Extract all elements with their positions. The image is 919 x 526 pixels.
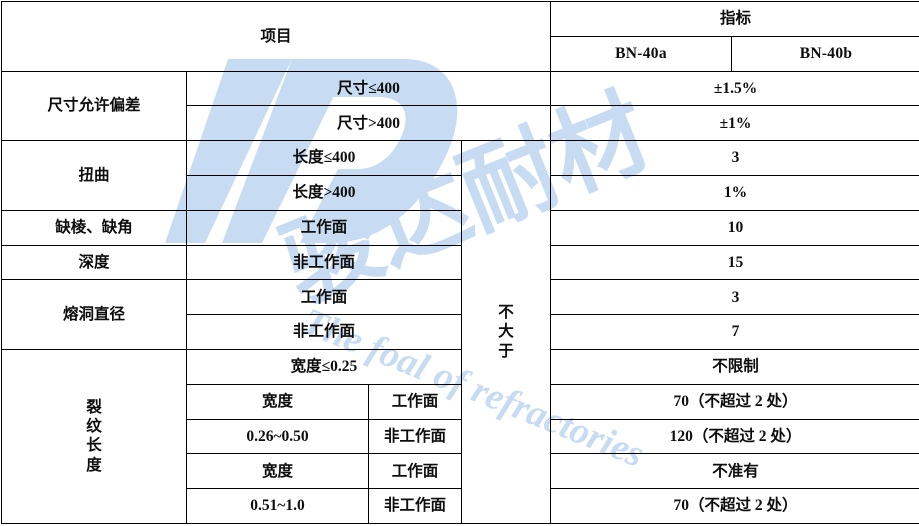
value-melt-hole-nonworking: 7	[551, 315, 919, 350]
face-crack-g1-nonworking: 非工作面	[369, 419, 462, 454]
header-model-bn40b: BN-40b	[732, 36, 919, 71]
table-header-row-1: 项目 指标	[2, 2, 919, 37]
header-model-bn40a: BN-40a	[551, 36, 732, 71]
label-chipped-edge: 缺棱、缺角	[2, 210, 187, 245]
label-twist: 扭曲	[2, 141, 187, 211]
cond-dimension-le-400: 尺寸≤400	[187, 71, 551, 106]
limit-char-2: 大	[464, 322, 548, 341]
crack-char-4: 度	[4, 456, 184, 475]
cond-melt-hole-working: 工作面	[187, 280, 462, 315]
cond-depth: 非工作面	[187, 245, 462, 280]
row-chipped-edge: 缺棱、缺角 工作面 10	[2, 210, 919, 245]
label-not-greater-than: 不 大 于	[462, 141, 551, 524]
crack-char-2: 纹	[4, 417, 184, 436]
value-chipped-edge: 10	[551, 210, 919, 245]
row-melt-hole-1: 熔洞直径 工作面 3	[2, 280, 919, 315]
cond-twist-le-400: 长度≤400	[187, 141, 462, 176]
header-index-column: 指标	[551, 2, 919, 37]
header-item-column: 项目	[2, 2, 551, 72]
face-crack-g1-working: 工作面	[369, 384, 462, 419]
value-melt-hole-working: 3	[551, 280, 919, 315]
value-twist-le-400: 3	[551, 141, 919, 176]
label-crack-length: 裂 纹 长 度	[2, 349, 187, 523]
value-crack-g1-nonworking: 120（不超过 2 处）	[551, 419, 919, 454]
value-dimension-gt-400: ±1%	[551, 106, 919, 141]
row-depth: 深度 非工作面 15	[2, 245, 919, 280]
value-crack-g1-working: 70（不超过 2 处）	[551, 384, 919, 419]
crack-char-1: 裂	[4, 398, 184, 417]
value-crack-g2-working: 不准有	[551, 454, 919, 489]
label-melt-hole-diameter: 熔洞直径	[2, 280, 187, 350]
limit-char-1: 不	[464, 303, 548, 322]
value-crack-width-small: 不限制	[551, 349, 919, 384]
cond-crack-width-small: 宽度≤0.25	[187, 349, 462, 384]
range-crack-g2: 0.51~1.0	[187, 489, 369, 524]
cond-twist-gt-400: 长度>400	[187, 175, 462, 210]
limit-char-3: 于	[464, 342, 548, 361]
value-crack-g2-nonworking: 70（不超过 2 处）	[551, 489, 919, 524]
value-depth: 15	[551, 245, 919, 280]
face-crack-g2-nonworking: 非工作面	[369, 489, 462, 524]
value-twist-gt-400: 1%	[551, 175, 919, 210]
label-crack-g1-width: 宽度	[187, 384, 369, 419]
face-crack-g2-working: 工作面	[369, 454, 462, 489]
row-twist-1: 扭曲 长度≤400 不 大 于 3	[2, 141, 919, 176]
range-crack-g1: 0.26~0.50	[187, 419, 369, 454]
value-dimension-le-400: ±1.5%	[551, 71, 919, 106]
cond-chipped-edge: 工作面	[187, 210, 462, 245]
cond-dimension-gt-400: 尺寸>400	[187, 106, 551, 141]
cond-melt-hole-nonworking: 非工作面	[187, 315, 462, 350]
label-dimension-tolerance: 尺寸允许偏差	[2, 71, 187, 141]
row-crack-width-small: 裂 纹 长 度 宽度≤0.25 不限制	[2, 349, 919, 384]
row-dimension-tolerance-1: 尺寸允许偏差 尺寸≤400 ±1.5%	[2, 71, 919, 106]
crack-char-3: 长	[4, 436, 184, 455]
label-crack-g2-width: 宽度	[187, 454, 369, 489]
label-depth: 深度	[2, 245, 187, 280]
